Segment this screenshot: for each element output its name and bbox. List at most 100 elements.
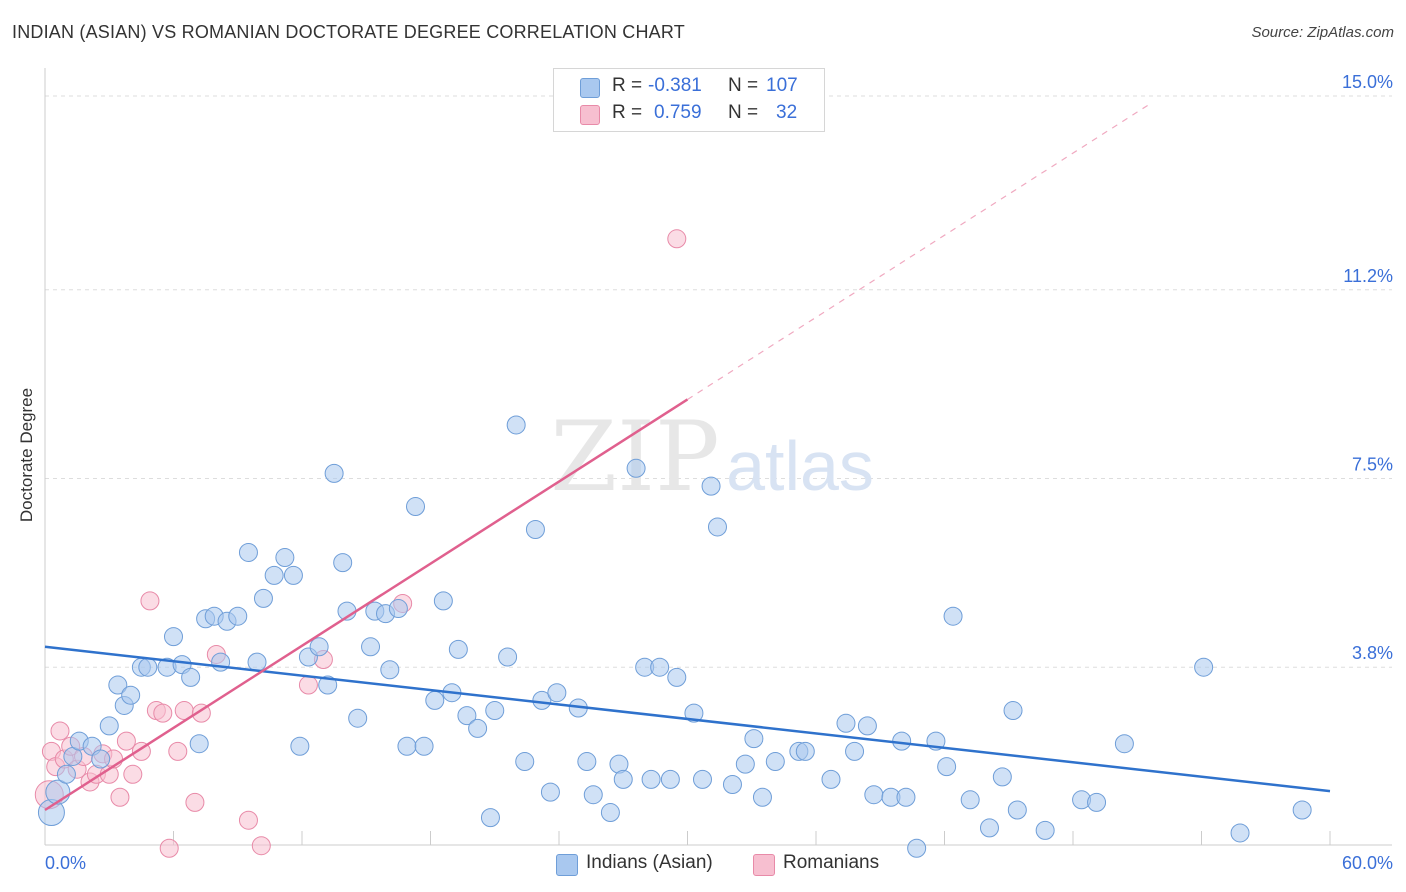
indians-point [99,716,119,736]
indians-point [845,741,865,761]
indians-point [457,706,477,726]
romanians-point [159,838,179,858]
indians-point [397,736,417,756]
indians-point [613,769,633,789]
y-tick-label: 7.5% [1352,455,1393,475]
indians-point [388,599,408,619]
indians-point [348,708,368,728]
indians-point [692,769,712,789]
indians-point [937,757,957,777]
x-tick-label: 0.0% [45,853,86,873]
indians-point [701,476,721,496]
indians-point [1292,800,1312,820]
indians-point [540,782,560,802]
indians-point [181,667,201,687]
x-tick-label: 60.0% [1342,853,1393,873]
watermark-atlas: atlas [726,427,874,505]
romanians-point [50,721,70,741]
romanians-point [153,703,173,723]
stats-legend: R = -0.381 N = 107 R = 0.759 N = 32 [553,68,825,132]
indians-point [448,639,468,659]
indians-point [264,565,284,585]
indians-point [253,588,273,608]
bottom-legend-label: Indians (Asian) [586,852,713,873]
legend-n-label: N = [728,102,759,123]
indians-point [992,767,1012,787]
y-tick-label: 15.0% [1342,72,1393,92]
indians-point [468,718,488,738]
indians-point [896,787,916,807]
indians-point [547,683,567,703]
indians-point [309,637,329,657]
indians-point [836,713,856,733]
indians-point [626,458,646,478]
legend-r-value: -0.381 [648,75,702,96]
indians-point [722,775,742,794]
indians-point [707,517,727,537]
indians-point [1194,657,1214,677]
romanians-trend-line [44,398,689,812]
indians-point [660,769,680,789]
indians-point [121,685,141,705]
indians-point [485,701,505,721]
indians-point [907,838,927,858]
romanians-point [185,792,205,812]
legend-r-value: 0.759 [654,102,702,123]
indians-trend-line [44,645,1331,793]
romanians-point [168,741,188,761]
indians-point [433,591,453,611]
indians-points [37,415,1312,858]
indians-point [744,729,764,749]
legend-r-label: R = [612,102,643,123]
y-axis-label: Doctorate Degree [17,387,36,523]
legend-r-label: R = [612,75,643,96]
indians-point [380,660,400,680]
chart-title: INDIAN (ASIAN) VS ROMANIAN DOCTORATE DEG… [12,22,685,42]
indians-point [108,675,128,695]
indians-point [324,463,344,483]
romanians-point [251,836,271,856]
y-tick-label: 11.2% [1343,266,1393,286]
romanians-point [667,229,687,249]
grid-lines [45,95,1392,668]
bottom-legend-swatch-pink [753,854,775,876]
indians-point [943,606,963,626]
indians-point [979,818,999,838]
indians-point [247,652,267,672]
indians-point [641,769,661,789]
indians-point [1114,734,1134,754]
romanians-point [238,810,258,830]
romanians-point [298,675,318,695]
indians-point [91,749,111,769]
indians-point [406,497,426,517]
indians-point [684,703,704,723]
indians-point [1003,701,1023,721]
indians-point [318,675,338,695]
legend-n-value: 32 [776,102,798,123]
bottom-legend-label: Romanians [783,852,880,873]
watermark-zip: ZIP [550,401,719,513]
indians-point [425,690,445,710]
legend-n-label: N = [728,75,759,96]
bottom-legend-swatch-blue [556,854,578,876]
indians-point [189,734,209,754]
indians-point [506,415,526,435]
indians-point [667,667,687,687]
indians-point [480,808,500,828]
romanians-point [140,591,160,611]
indians-point [821,769,841,789]
indians-point [1087,792,1107,812]
indians-point [238,542,258,562]
watermark: ZIP atlas [550,401,874,513]
indians-point [164,627,183,647]
indians-point [960,790,980,810]
indians-point [283,565,303,585]
source-label: Source: ZipAtlas.com [1251,24,1394,41]
indians-point [498,647,518,667]
indians-point [333,553,353,573]
legend-swatch-blue [580,78,600,98]
indians-point [414,736,434,756]
romanians-point [110,787,130,807]
indians-point [56,764,76,784]
